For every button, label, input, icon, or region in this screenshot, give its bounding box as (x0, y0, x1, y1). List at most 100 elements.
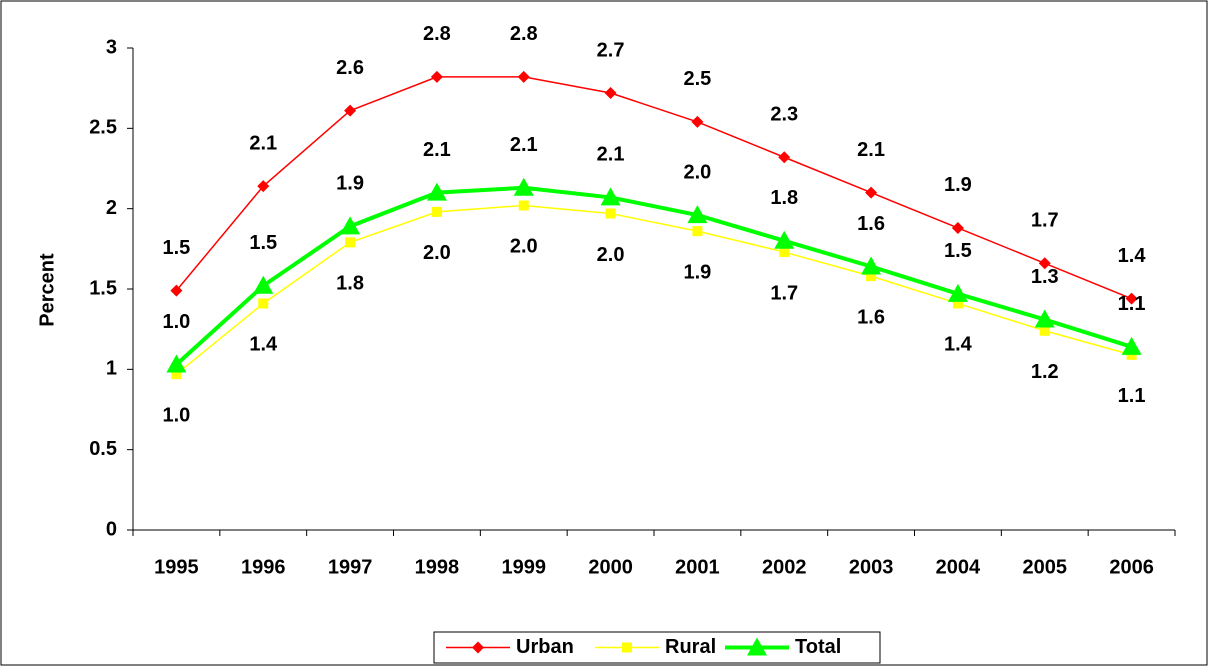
data-label: 2.7 (597, 39, 625, 61)
data-point (865, 186, 878, 199)
data-label: 1.0 (163, 404, 191, 426)
x-tick-label: 1996 (241, 556, 286, 578)
data-point (692, 226, 703, 237)
data-point (344, 104, 357, 117)
data-label: 1.9 (336, 173, 364, 195)
y-tick-label: 2 (106, 197, 117, 219)
data-label: 1.2 (1031, 361, 1059, 383)
data-label: 1.8 (770, 187, 798, 209)
legend-marker (472, 641, 484, 654)
data-label: 2.0 (684, 161, 712, 183)
data-point (774, 230, 795, 249)
data-point (1121, 336, 1142, 355)
data-point (517, 70, 530, 83)
data-point (170, 284, 183, 297)
data-point (518, 200, 529, 211)
data-label: 1.8 (336, 273, 364, 295)
data-label: 2.0 (423, 242, 451, 264)
legend-label: Urban (516, 636, 574, 658)
data-point (1038, 257, 1051, 270)
data-point (430, 70, 443, 83)
data-label: 1.6 (857, 213, 885, 235)
y-tick-label: 2.5 (89, 117, 117, 139)
data-label: 2.1 (597, 144, 625, 166)
x-tick-label: 1998 (415, 556, 460, 578)
y-tick-label: 1.5 (89, 277, 117, 299)
data-label: 2.1 (510, 134, 538, 156)
legend-label: Rural (665, 636, 716, 658)
data-label: 1.3 (1031, 266, 1059, 288)
data-point (340, 216, 361, 235)
series-line (175, 204, 1132, 375)
data-point (257, 180, 270, 193)
series-line (175, 185, 1133, 366)
y-tick-label: 0 (106, 518, 117, 540)
x-tick-label: 1997 (328, 556, 373, 578)
data-label: 2.8 (423, 23, 451, 45)
data-point (866, 271, 877, 282)
data-label: 2.3 (770, 104, 798, 126)
data-label: 1.4 (1118, 245, 1147, 267)
data-label: 1.6 (857, 306, 885, 328)
data-label: 1.9 (944, 174, 972, 196)
data-point (426, 182, 447, 201)
y-tick-label: 1 (106, 358, 117, 380)
x-tick-label: 2003 (849, 556, 894, 578)
data-label: 2.0 (510, 236, 538, 258)
x-tick-label: 2000 (588, 556, 633, 578)
data-point (171, 369, 182, 380)
data-label: 1.1 (1118, 385, 1146, 407)
data-point (687, 205, 708, 224)
data-label: 2.1 (857, 139, 885, 161)
data-point (1126, 349, 1137, 360)
legend-label: Total (795, 636, 841, 658)
data-label: 1.5 (944, 240, 972, 262)
x-tick-label: 2002 (762, 556, 807, 578)
legend-marker (622, 642, 632, 653)
data-label: 2.8 (510, 23, 538, 45)
y-tick-label: 0.5 (89, 438, 117, 460)
data-label: 2.1 (249, 132, 277, 154)
data-label: 1.1 (1118, 293, 1146, 315)
data-label: 1.5 (249, 232, 277, 254)
data-label: 2.1 (423, 139, 451, 161)
data-label: 1.4 (944, 334, 973, 356)
data-point (258, 298, 269, 309)
data-point (600, 187, 621, 206)
x-tick-label: 2006 (1109, 556, 1154, 578)
data-point (779, 247, 790, 258)
data-point (253, 275, 274, 294)
data-label: 2.6 (336, 57, 364, 79)
legend-entry: Total (725, 636, 841, 658)
y-axis-title: Percent (36, 253, 58, 327)
data-label: 1.9 (684, 261, 712, 283)
data-label: 2.5 (684, 68, 712, 90)
data-point (345, 237, 356, 248)
legend-marker (747, 637, 767, 656)
x-tick-label: 1999 (502, 556, 547, 578)
data-point (1034, 309, 1055, 328)
data-point (604, 86, 617, 99)
data-point (691, 115, 704, 128)
data-point (1125, 292, 1138, 305)
data-point (952, 298, 963, 309)
data-point (778, 151, 791, 164)
data-point (513, 177, 534, 196)
data-label: 1.0 (163, 311, 191, 333)
data-label: 1.5 (163, 237, 191, 259)
x-tick-label: 2005 (1023, 556, 1068, 578)
data-point (861, 256, 882, 275)
legend-entry: Urban (446, 636, 574, 658)
series-line (175, 76, 1132, 300)
x-tick-label: 2001 (675, 556, 720, 578)
data-point (947, 283, 968, 302)
data-label: 1.4 (249, 334, 278, 356)
data-point (1039, 325, 1050, 336)
data-point (166, 354, 187, 373)
data-point (605, 208, 616, 219)
x-tick-label: 2004 (936, 556, 981, 578)
data-point (431, 206, 442, 217)
data-label: 1.7 (770, 282, 798, 304)
